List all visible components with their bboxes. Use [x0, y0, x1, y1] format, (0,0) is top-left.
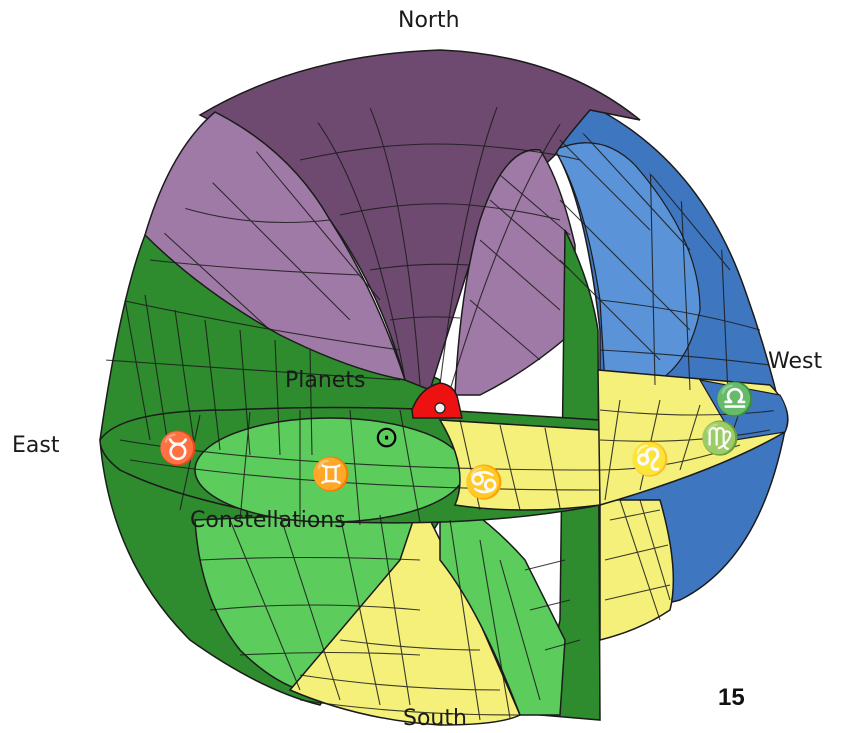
- sun-symbol: ⊙: [374, 420, 400, 455]
- north-label: North: [398, 8, 460, 33]
- south-label: South: [403, 706, 467, 731]
- cancer-symbol: ♋: [464, 463, 504, 501]
- planets-label: Planets: [285, 368, 366, 393]
- taurus-symbol: ♉: [158, 429, 198, 467]
- east-label: East: [12, 433, 60, 458]
- west-shell-light-panel: [554, 142, 701, 386]
- north-dome-left-panel: [144, 111, 407, 381]
- ecliptic-blue-edge: [698, 379, 789, 441]
- earth-center-dot: [434, 402, 446, 414]
- earth-marker: [411, 382, 463, 419]
- virgo-symbol: ♍: [700, 419, 740, 457]
- ecliptic-yellow-wedge: [438, 419, 601, 511]
- libra-symbol: ♎: [715, 380, 755, 418]
- gemini-symbol: ♊: [311, 455, 351, 493]
- southwest-yellow-panel: [599, 499, 675, 641]
- page-number: 15: [718, 684, 745, 711]
- north-dome-right-panel: [454, 149, 576, 396]
- constellations-label: Constellations: [190, 508, 346, 533]
- west-label: West: [768, 349, 823, 374]
- leo-symbol: ♌: [630, 440, 670, 478]
